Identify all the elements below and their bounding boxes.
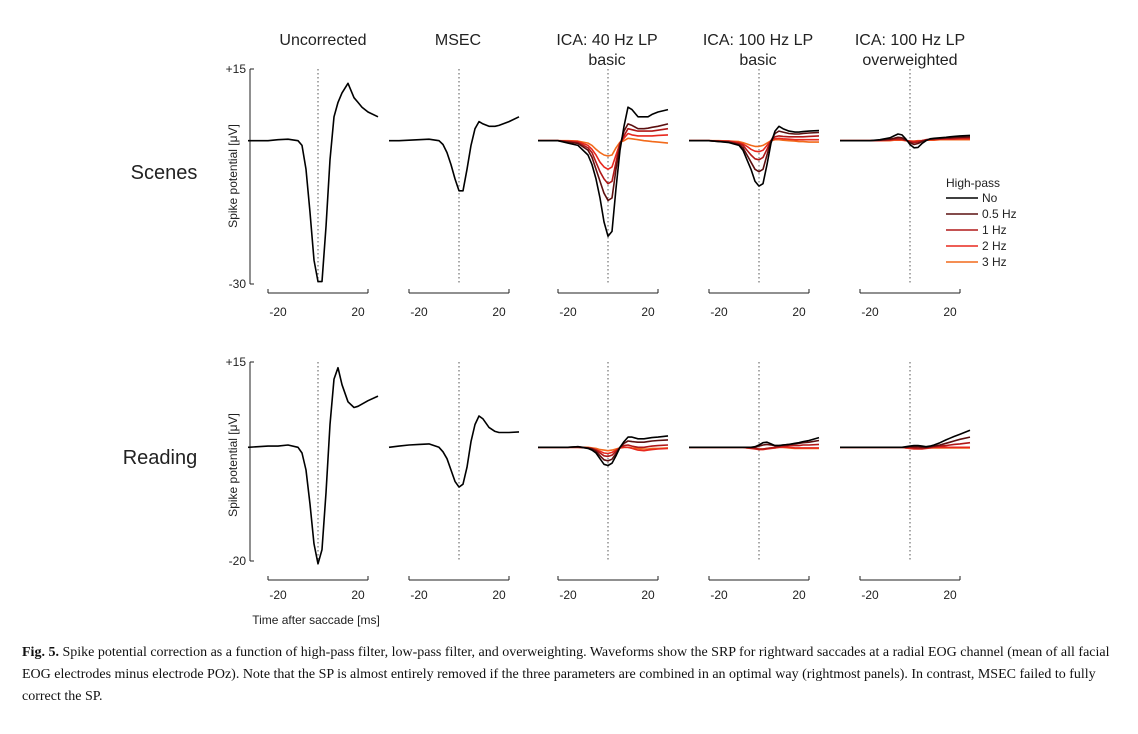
- y-axis-label: Spike potential [μV]: [226, 124, 240, 228]
- panel: -20 20: [247, 362, 379, 602]
- caption-label: Fig. 5.: [22, 645, 59, 660]
- x-tick-label: 20: [792, 305, 806, 319]
- x-tick-label: 20: [943, 305, 957, 319]
- plot-area: +15-30-20 20 -20 20 -20 20 -20 20 -20 20+15-20-20…: [226, 62, 971, 602]
- x-tick-label: -20: [269, 305, 287, 319]
- series-line: [538, 106, 669, 237]
- panel: -20 20: [538, 362, 669, 602]
- panel: -20 20: [840, 362, 971, 602]
- x-tick-label: 20: [792, 588, 806, 602]
- column-title: ICA: 100 Hz LP: [855, 32, 965, 49]
- series-line: [538, 435, 669, 467]
- series-line: [840, 429, 971, 449]
- x-tick-label: -20: [861, 305, 879, 319]
- row-label-reading: Reading: [123, 447, 198, 469]
- x-tick-label: 20: [943, 588, 957, 602]
- legend: High-pass No 0.5 Hz 1 Hz 2 Hz 3 Hz: [946, 176, 1017, 269]
- column-title: ICA: 40 Hz LP: [556, 32, 657, 49]
- series-line: [689, 436, 820, 449]
- column-title-subtitle: basic: [588, 52, 625, 69]
- x-tick-label: -20: [710, 588, 728, 602]
- y-tick-label: +15: [226, 355, 247, 369]
- column-title: MSEC: [435, 32, 481, 49]
- panel: -20 20: [689, 69, 820, 319]
- column-title-subtitle: basic: [739, 52, 776, 69]
- legend-entry: 1 Hz: [982, 223, 1007, 237]
- column-titles: Uncorrected MSEC ICA: 40 Hz LP basic ICA…: [279, 32, 965, 69]
- figure-svg: Uncorrected MSEC ICA: 40 Hz LP basic ICA…: [123, 32, 1017, 627]
- series-line: [248, 82, 379, 283]
- legend-entry: 2 Hz: [982, 239, 1007, 253]
- x-tick-label: 20: [641, 305, 655, 319]
- series-line: [840, 133, 971, 149]
- series-line: [247, 366, 379, 565]
- x-tick-label: 20: [351, 305, 365, 319]
- legend-items: No 0.5 Hz 1 Hz 2 Hz 3 Hz: [946, 191, 1017, 269]
- legend-entry: No: [982, 191, 998, 205]
- x-tick-label: -20: [410, 588, 428, 602]
- column-title-subtitle: overweighted: [862, 52, 957, 69]
- y-axis: +15 -30: [226, 62, 254, 291]
- x-tick-label: -20: [559, 588, 577, 602]
- legend-entry: 3 Hz: [982, 255, 1007, 269]
- series-line: [538, 132, 669, 171]
- x-tick-label: -20: [559, 305, 577, 319]
- figure-caption: Fig. 5. Spike potential correction as a …: [22, 642, 1122, 708]
- x-tick-label: -20: [861, 588, 879, 602]
- y-axis-label: Spike potential [μV]: [226, 413, 240, 517]
- y-tick-label: -30: [229, 277, 247, 291]
- legend-entry: 0.5 Hz: [982, 207, 1017, 221]
- series-line: [538, 123, 669, 202]
- x-tick-label: 20: [351, 588, 365, 602]
- y-tick-label: +15: [226, 62, 247, 76]
- y-axis: +15 -20: [226, 355, 254, 568]
- series-line: [389, 116, 520, 192]
- x-tick-label: 20: [492, 588, 506, 602]
- panel: -20 20: [389, 69, 520, 319]
- y-tick-label: -20: [229, 554, 247, 568]
- panel: -20 20: [689, 362, 820, 602]
- panel: -20 20: [840, 69, 971, 319]
- column-title: ICA: 100 Hz LP: [703, 32, 813, 49]
- legend-title: High-pass: [946, 176, 1000, 190]
- column-title: Uncorrected: [279, 32, 366, 49]
- x-tick-label: 20: [641, 588, 655, 602]
- series-line: [388, 415, 520, 488]
- panel: -20 20: [538, 69, 669, 319]
- x-tick-label: -20: [269, 588, 287, 602]
- row-label-scenes: Scenes: [131, 162, 198, 184]
- x-tick-label: -20: [410, 305, 428, 319]
- x-tick-label: -20: [710, 305, 728, 319]
- panel: -20 20: [388, 362, 520, 602]
- series-line: [538, 127, 669, 185]
- panel: -20 20: [248, 69, 379, 319]
- x-axis-label: Time after saccade [ms]: [252, 613, 380, 627]
- x-tick-label: 20: [492, 305, 506, 319]
- series-line: [689, 125, 820, 187]
- caption-text: Spike potential correction as a function…: [22, 645, 1110, 704]
